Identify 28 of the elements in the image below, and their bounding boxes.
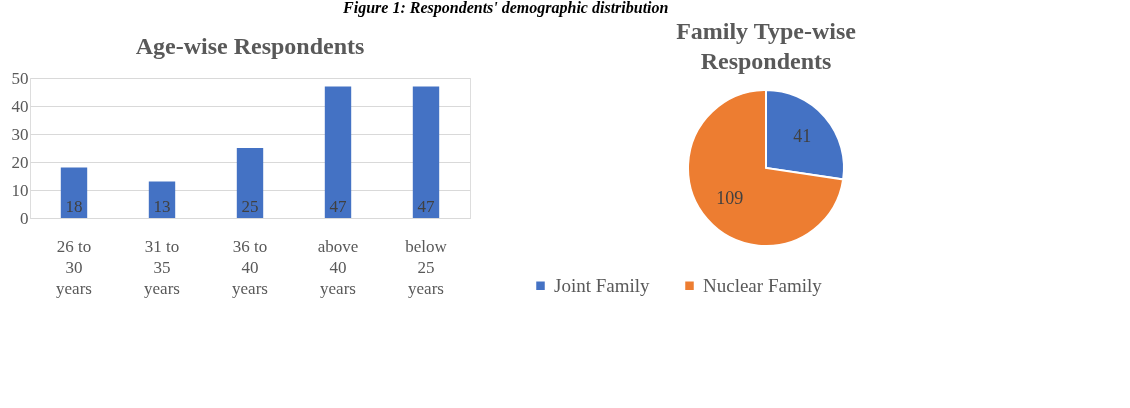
data-label: 25 [241, 197, 259, 216]
legend-label: Nuclear Family [703, 274, 823, 296]
x-tick-label: 36 to 40 years [232, 236, 268, 298]
x-tick-label: 26 to 30 years [56, 236, 92, 298]
x-tick-label: 31 to 35 years [144, 236, 180, 298]
y-tick-label: 10 [11, 180, 29, 200]
pie-slice [687, 89, 845, 247]
data-label: 47 [417, 197, 435, 216]
y-tick-label: 30 [11, 124, 29, 144]
bar [236, 148, 264, 218]
bar [60, 167, 88, 218]
x-tick-label: above 40 years [317, 236, 359, 298]
bar [324, 86, 352, 218]
data-label: 18 [65, 197, 83, 216]
y-tick-label: 20 [11, 152, 29, 172]
y-tick-label: 0 [20, 208, 29, 228]
data-label: 41 [793, 125, 812, 146]
y-tick-label: 40 [11, 96, 29, 116]
data-label: 109 [716, 188, 744, 209]
data-label: 47 [329, 197, 347, 216]
legend-label: Joint Family [554, 274, 651, 296]
data-label: 13 [153, 197, 171, 216]
y-tick-label: 50 [11, 68, 29, 88]
chart-title: Age-wise Respondents [135, 33, 365, 59]
caption: Figure 1: Respondents' demographic distribution [342, 0, 669, 17]
bar [412, 86, 440, 218]
chart-title: Family Type-wise Respondents [676, 18, 857, 74]
x-tick-label: below 25 years [405, 236, 448, 298]
